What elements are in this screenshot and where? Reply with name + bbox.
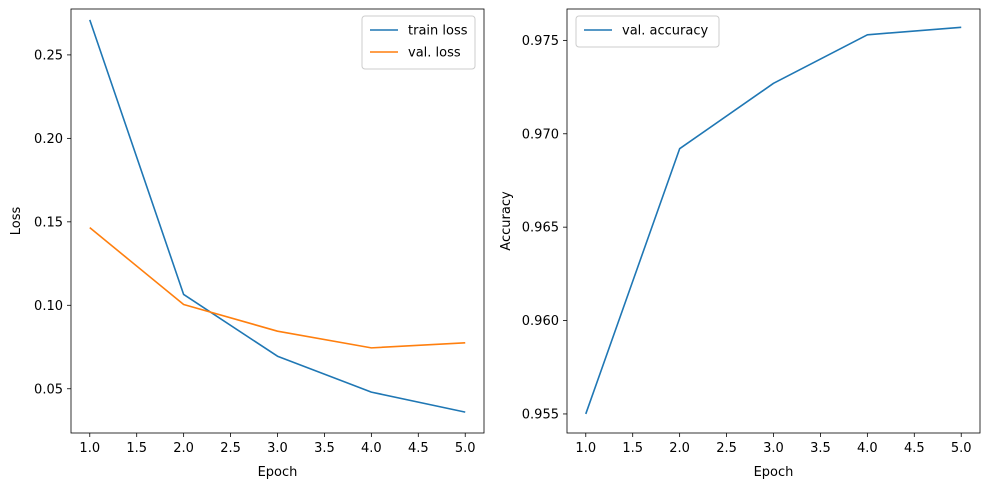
x-tick-label: 2.0 bbox=[173, 441, 194, 456]
x-tick-label: 4.0 bbox=[361, 441, 382, 456]
x-tick-label: 4.0 bbox=[857, 441, 878, 456]
y-tick-label: 0.20 bbox=[34, 132, 63, 147]
x-tick-label: 1.5 bbox=[622, 441, 643, 456]
legend-box bbox=[575, 15, 720, 48]
y-axis-title: Accuracy bbox=[499, 191, 514, 251]
x-tick-label: 4.5 bbox=[904, 441, 925, 456]
y-tick-label: 0.15 bbox=[34, 215, 63, 230]
loss-chart: 1.0 1.5 2.0 2.5 3.0 3.5 4.0 4.5 5.0 0.05 0.10 0.15 0… bbox=[9, 8, 485, 480]
x-axis-title: Epoch bbox=[754, 465, 794, 480]
x-tick-label: 3.5 bbox=[810, 441, 831, 456]
x-tick-label: 3.0 bbox=[267, 441, 288, 456]
y-tick-label: 0.970 bbox=[522, 127, 559, 142]
x-tick-label: 3.5 bbox=[314, 441, 335, 456]
x-tick-label: 2.0 bbox=[669, 441, 690, 456]
y-tick-label: 0.10 bbox=[34, 299, 63, 314]
x-tick-label: 1.0 bbox=[575, 441, 596, 456]
legend: train loss val. loss bbox=[361, 15, 476, 70]
y-tick-label: 0.965 bbox=[522, 221, 559, 236]
y-tick-label: 0.955 bbox=[522, 407, 559, 422]
x-tick-label: 2.5 bbox=[220, 441, 241, 456]
y-tick-label: 0.05 bbox=[34, 382, 63, 397]
y-tick-label: 0.975 bbox=[522, 34, 559, 49]
series-line-1 bbox=[89, 227, 466, 349]
x-axis-title: Epoch bbox=[258, 465, 298, 480]
plot-frame bbox=[70, 8, 485, 434]
accuracy-chart: 1.0 1.5 2.0 2.5 3.0 3.5 4.0 4.5 5.0 0.955 0.960 0.9… bbox=[499, 8, 981, 480]
legend-label: train loss bbox=[408, 24, 468, 39]
legend-label: val. loss bbox=[408, 46, 461, 61]
x-tick-label: 5.0 bbox=[455, 441, 476, 456]
x-tick-label: 1.5 bbox=[126, 441, 147, 456]
series-line-0 bbox=[585, 26, 962, 415]
legend: val. accuracy bbox=[575, 15, 720, 48]
y-tick-label: 0.960 bbox=[522, 314, 559, 329]
x-tick-label: 1.0 bbox=[79, 441, 100, 456]
y-axis-title: Loss bbox=[9, 207, 24, 236]
x-tick-label: 2.5 bbox=[716, 441, 737, 456]
x-tick-label: 3.0 bbox=[763, 441, 784, 456]
x-tick-label: 5.0 bbox=[951, 441, 972, 456]
y-tick-label: 0.25 bbox=[34, 48, 63, 63]
x-tick-label: 4.5 bbox=[408, 441, 429, 456]
series-line-0 bbox=[89, 19, 466, 413]
legend-label: val. accuracy bbox=[622, 24, 708, 39]
plot-frame bbox=[566, 8, 981, 434]
